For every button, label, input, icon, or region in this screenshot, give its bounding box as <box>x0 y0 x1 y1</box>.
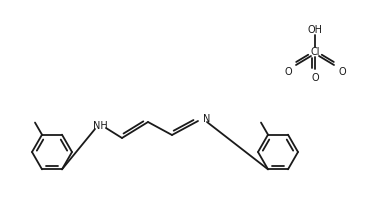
Text: O: O <box>311 73 319 83</box>
Text: O: O <box>284 67 292 77</box>
Text: N: N <box>203 114 211 124</box>
Text: O: O <box>338 67 346 77</box>
Text: NH: NH <box>93 121 108 131</box>
Text: Cl: Cl <box>310 47 320 57</box>
Text: OH: OH <box>308 25 323 35</box>
